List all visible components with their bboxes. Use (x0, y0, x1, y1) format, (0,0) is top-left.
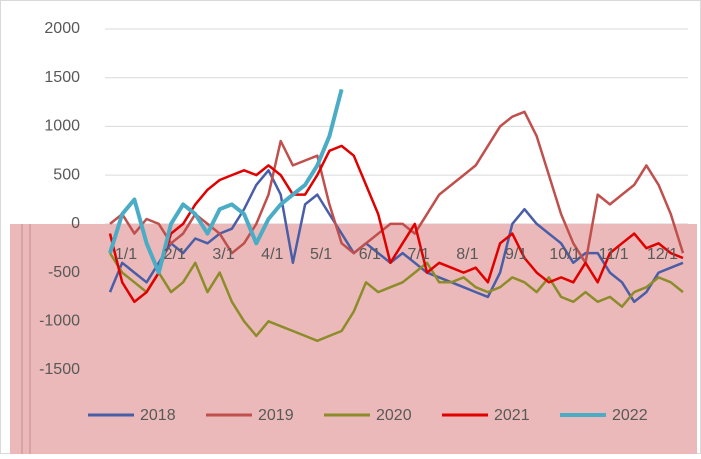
legend-label: 2018 (140, 407, 176, 424)
y-tick-label: -1500 (39, 361, 80, 378)
x-tick-label: 1/1 (115, 246, 137, 263)
y-tick-label: 0 (71, 215, 80, 232)
x-tick-label: 10/1 (549, 246, 580, 263)
series-line (108, 88, 344, 275)
legend-label: 2020 (376, 407, 412, 424)
x-tick-label: 7/1 (407, 246, 429, 263)
x-tick-label: 4/1 (261, 246, 283, 263)
series-line (108, 144, 684, 304)
series-line (108, 252, 684, 343)
y-tick-label: 1000 (44, 118, 80, 135)
series-line (109, 110, 685, 265)
x-tick-label: 11/1 (599, 246, 629, 263)
x-tick-label: 8/1 (456, 246, 478, 263)
x-tick-label: 12/1 (647, 246, 678, 263)
y-tick-label: 1500 (44, 69, 80, 86)
y-tick-label: 500 (53, 166, 80, 183)
x-tick-label: 3/1 (212, 246, 234, 263)
x-tick-label: 9/1 (505, 246, 527, 263)
x-tick-label: 2/1 (164, 246, 186, 263)
y-tick-label: -500 (48, 264, 80, 281)
x-tick-label: 5/1 (310, 246, 332, 263)
legend-label: 2019 (258, 407, 294, 424)
legend-label: 2022 (612, 407, 648, 424)
x-tick-label: 6/1 (359, 246, 381, 263)
legend-label: 2021 (494, 407, 530, 424)
y-tick-label: 2000 (44, 20, 80, 37)
y-tick-label: -1000 (39, 313, 80, 330)
